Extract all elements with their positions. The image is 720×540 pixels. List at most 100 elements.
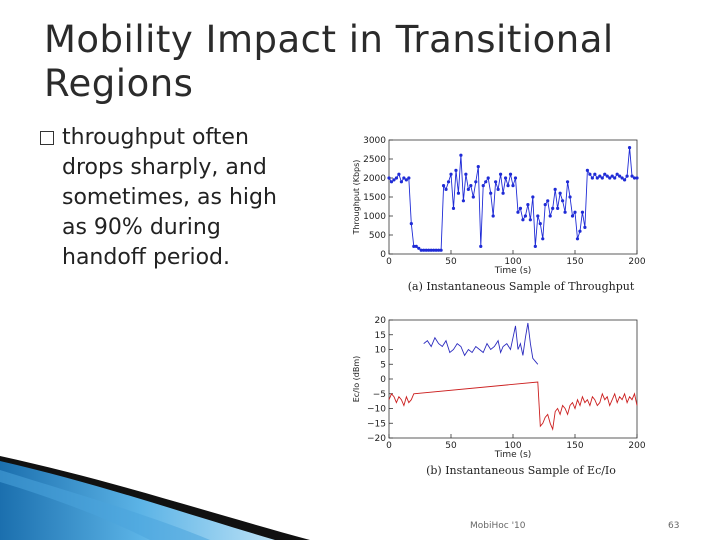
data-point [598, 174, 602, 178]
data-point [543, 203, 547, 207]
data-point [414, 244, 418, 248]
data-point [523, 214, 527, 218]
data-point [489, 191, 493, 195]
x-tick-label: 100 [504, 441, 521, 451]
data-point [441, 184, 446, 188]
data-point [476, 165, 480, 169]
x-tick-label: 150 [566, 441, 583, 451]
data-point [417, 246, 421, 250]
y-tick-label: −20 [367, 434, 386, 444]
x-tick-label: 150 [566, 257, 583, 267]
data-point [533, 244, 537, 248]
data-point [451, 206, 456, 210]
data-point [570, 214, 575, 218]
y-tick-label: 3000 [363, 136, 386, 146]
slide-title: Mobility Impact in Transitional Regions [44, 18, 614, 105]
y-tick-label: 0 [380, 250, 386, 260]
bullet-box-icon [40, 131, 54, 145]
data-point [459, 153, 463, 157]
data-point [399, 180, 403, 184]
y-axis-label: Ec/Io (dBm) [352, 356, 361, 403]
y-tick-label: 15 [375, 331, 386, 341]
y-tick-label: 2500 [363, 155, 386, 165]
data-point [541, 237, 545, 241]
data-point [449, 172, 453, 176]
y-tick-label: 2000 [363, 174, 386, 184]
data-point [627, 146, 632, 150]
data-point [494, 180, 498, 184]
data-point [491, 214, 495, 218]
y-tick-label: 1000 [363, 212, 386, 222]
data-point [446, 180, 451, 184]
y-tick-label: 500 [369, 231, 386, 241]
data-point [402, 176, 406, 180]
y-tick-label: −10 [367, 405, 386, 415]
data-point [496, 187, 500, 191]
data-point [437, 248, 441, 252]
data-point [464, 172, 468, 176]
x-axis-label: Time (s) [494, 450, 532, 460]
data-point [580, 210, 585, 214]
data-point [513, 176, 518, 180]
data-point [503, 176, 508, 180]
data-point [521, 218, 525, 222]
data-point [613, 176, 617, 180]
series-line-0 [388, 147, 637, 251]
data-point [575, 237, 580, 241]
data-point [625, 174, 629, 178]
data-point [397, 172, 401, 176]
data-point [590, 176, 594, 180]
x-tick-label: 200 [628, 441, 645, 451]
x-tick-label: 50 [445, 257, 457, 267]
data-point [429, 248, 433, 252]
data-point [486, 176, 490, 180]
data-point [632, 176, 637, 180]
data-point [536, 214, 540, 218]
data-point [595, 176, 599, 180]
data-point [635, 176, 639, 180]
y-tick-label: 5 [380, 360, 386, 370]
data-point [474, 180, 478, 184]
data-point [610, 174, 614, 178]
data-point [600, 176, 604, 180]
data-point [392, 178, 396, 182]
data-point [608, 176, 612, 180]
data-point [469, 184, 473, 188]
data-point [434, 248, 438, 252]
data-point [484, 180, 488, 184]
decorative-swoosh [0, 456, 310, 540]
data-point [618, 174, 622, 178]
data-point [561, 199, 565, 203]
data-point [499, 172, 503, 176]
plot-frame [388, 139, 638, 255]
data-point [454, 168, 458, 172]
data-point [501, 191, 505, 195]
y-tick-label: 1500 [363, 193, 386, 203]
data-point [531, 195, 535, 199]
x-tick-label: 0 [386, 257, 392, 267]
data-point [573, 210, 577, 214]
data-point [481, 184, 485, 188]
data-point [424, 248, 428, 252]
y-tick-label: 20 [375, 316, 387, 326]
page-number: 63 [668, 521, 680, 531]
footer-venue: MobiHoc '10 [470, 521, 526, 531]
data-point [620, 176, 624, 180]
x-tick-label: 0 [386, 441, 392, 451]
data-point [479, 244, 483, 248]
data-point [588, 172, 592, 176]
data-point [471, 195, 475, 199]
data-point [439, 248, 443, 252]
data-point [409, 222, 413, 226]
data-point [556, 206, 560, 210]
data-point [511, 184, 515, 188]
data-point [553, 187, 557, 191]
data-point [456, 191, 461, 195]
y-tick-label: −5 [373, 390, 386, 400]
data-point [528, 218, 532, 222]
bullet-text: throughput often drops sharply, and some… [62, 125, 277, 270]
data-point [548, 214, 552, 218]
data-point [466, 187, 470, 191]
data-point [407, 176, 411, 180]
data-point [389, 180, 394, 184]
